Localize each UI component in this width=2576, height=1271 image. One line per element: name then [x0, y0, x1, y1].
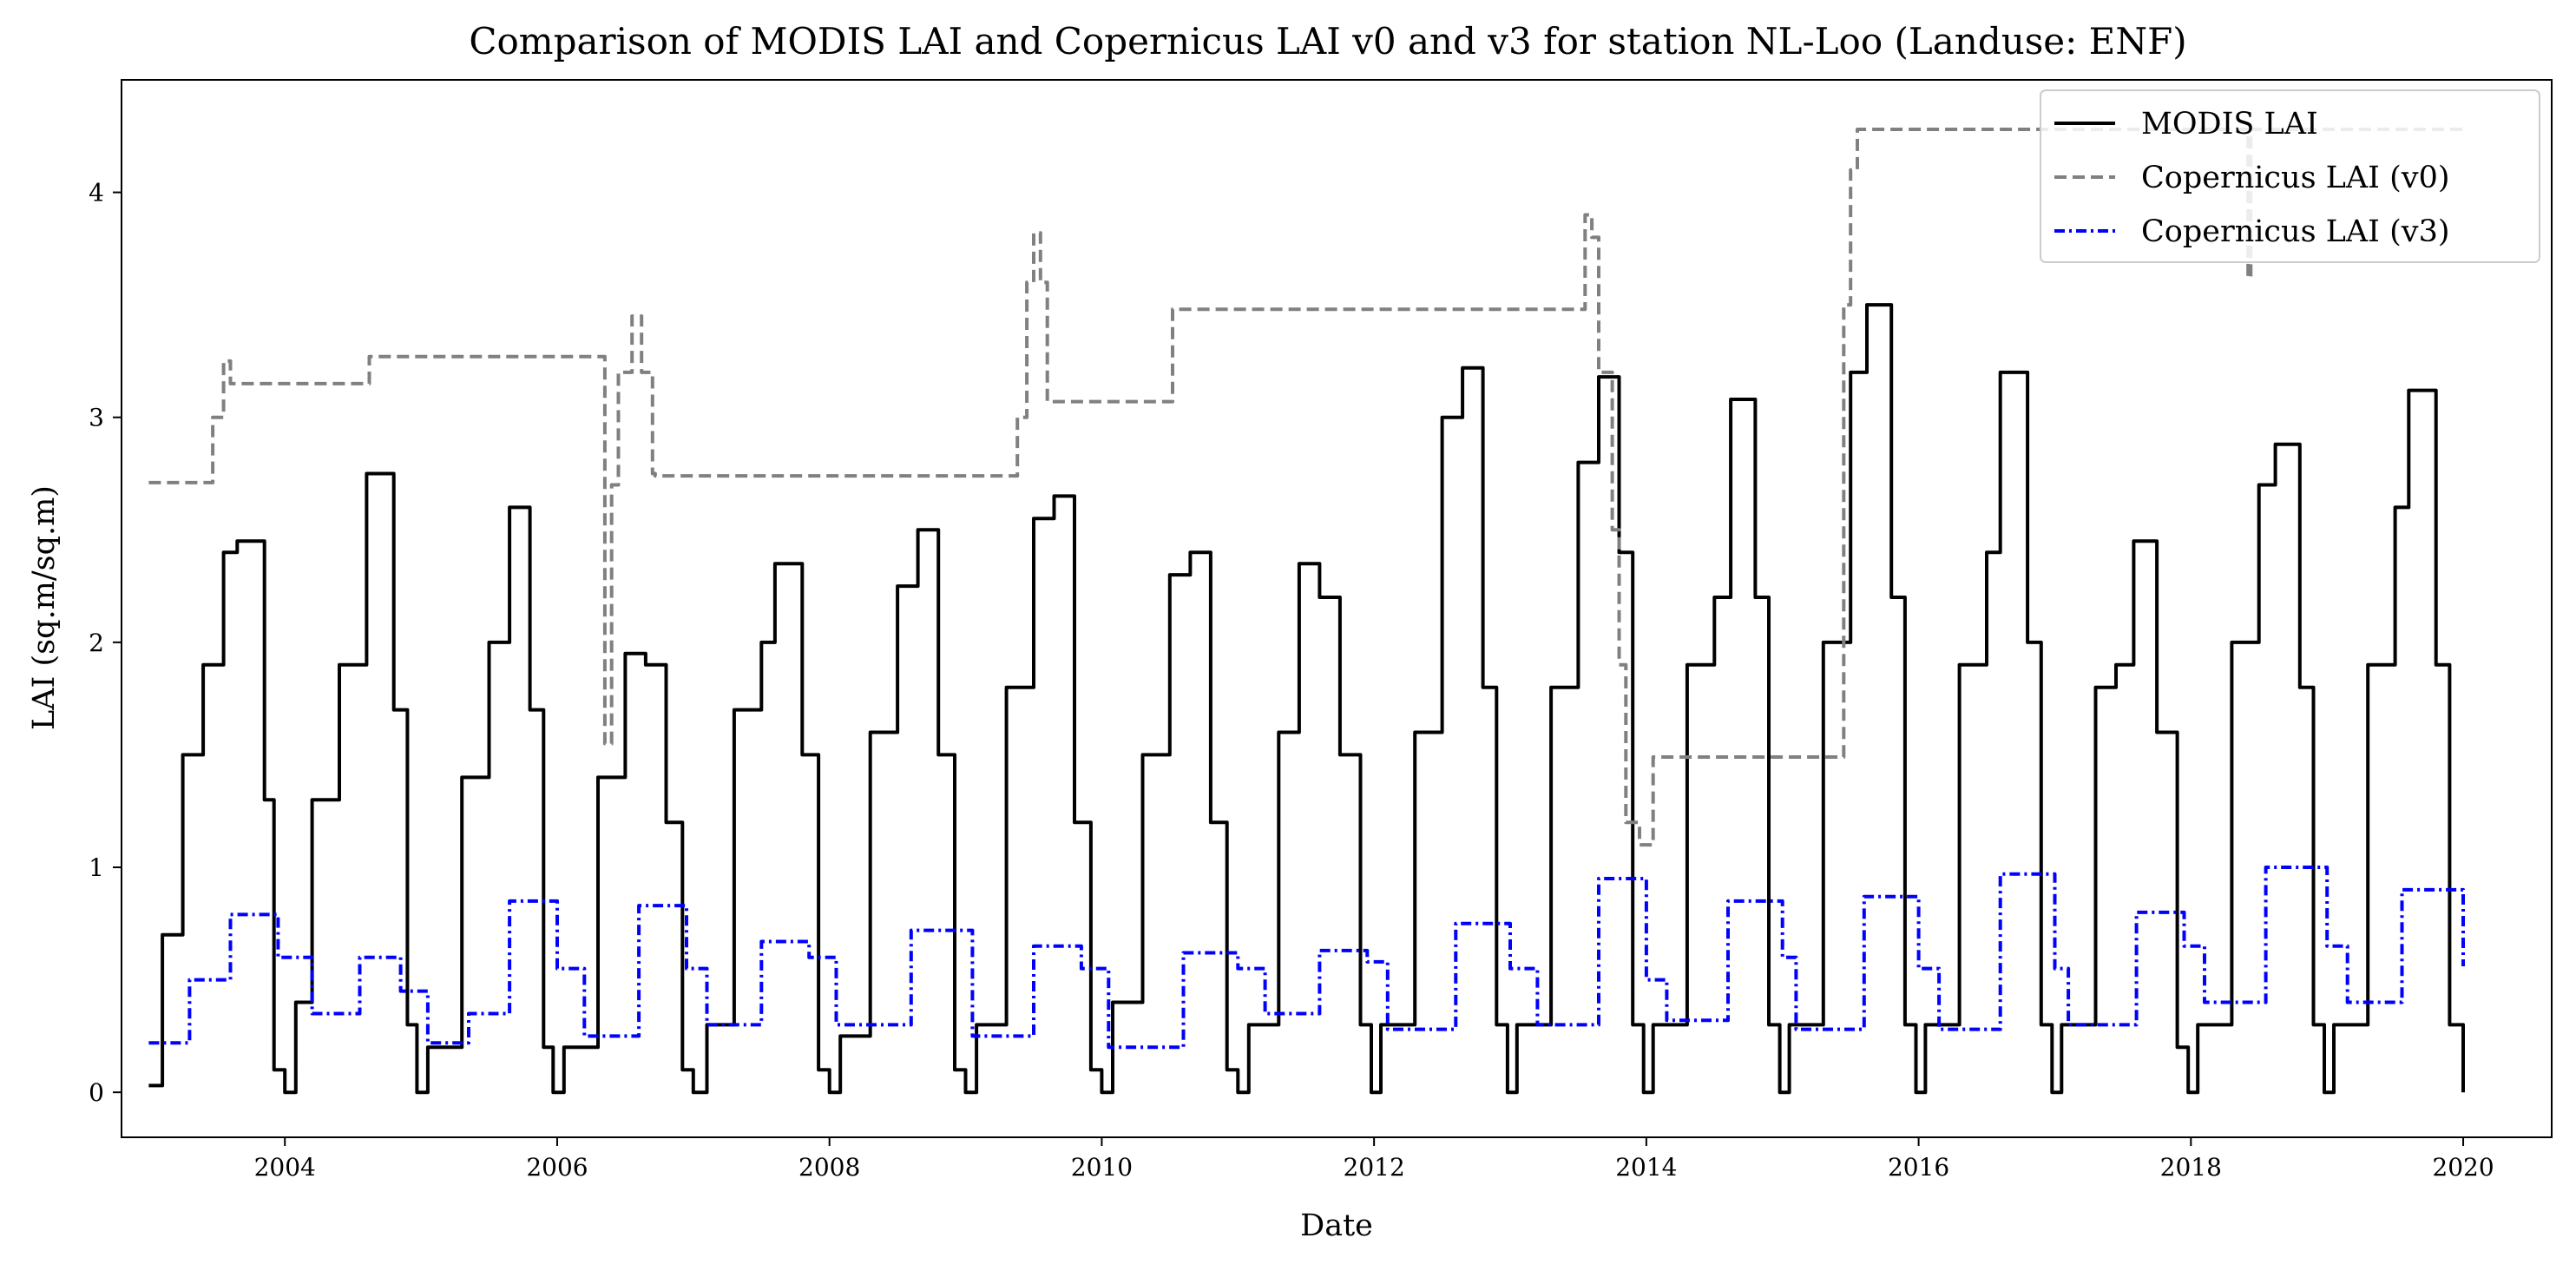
legend-label: Copernicus LAI (v0) [2141, 161, 2450, 195]
y-tick-label: 0 [89, 1078, 104, 1107]
legend: MODIS LAI Copernicus LAI (v0) Copernicus L… [2040, 89, 2540, 263]
legend-label: MODIS LAI [2141, 107, 2318, 142]
x-axis-label: Date [1300, 1208, 1373, 1243]
x-tick-label: 2018 [2160, 1153, 2222, 1182]
x-tick-label: 2014 [1615, 1153, 1677, 1182]
x-axis: 2004 2006 2008 2010 2012 2014 2016 2018 2020 [254, 1137, 2494, 1182]
x-tick-label: 2008 [798, 1153, 860, 1182]
x-tick-label: 2010 [1071, 1153, 1133, 1182]
series-line-1 [148, 128, 2463, 847]
y-axis: 0 1 2 3 4 [89, 179, 122, 1107]
x-tick-label: 2016 [1888, 1153, 1949, 1182]
y-tick-label: 4 [89, 179, 104, 207]
series-layer [148, 128, 2465, 1095]
legend-label: Copernicus LAI (v3) [2141, 214, 2450, 249]
chart-title: Comparison of MODIS LAI and Copernicus L… [469, 20, 2186, 63]
series-line-0 [148, 303, 2465, 1095]
series-line-2 [148, 866, 2465, 1050]
y-tick-label: 1 [89, 853, 104, 882]
x-tick-label: 2006 [526, 1153, 588, 1182]
legend-box [2040, 89, 2540, 263]
x-tick-label: 2004 [254, 1153, 316, 1182]
x-tick-label: 2020 [2432, 1153, 2494, 1182]
plot-frame [121, 79, 2553, 1138]
y-tick-label: 3 [89, 404, 104, 432]
y-axis-label: LAI (sq.m/sq.m) [27, 485, 62, 730]
y-tick-label: 2 [89, 629, 104, 657]
x-tick-label: 2012 [1344, 1153, 1405, 1182]
